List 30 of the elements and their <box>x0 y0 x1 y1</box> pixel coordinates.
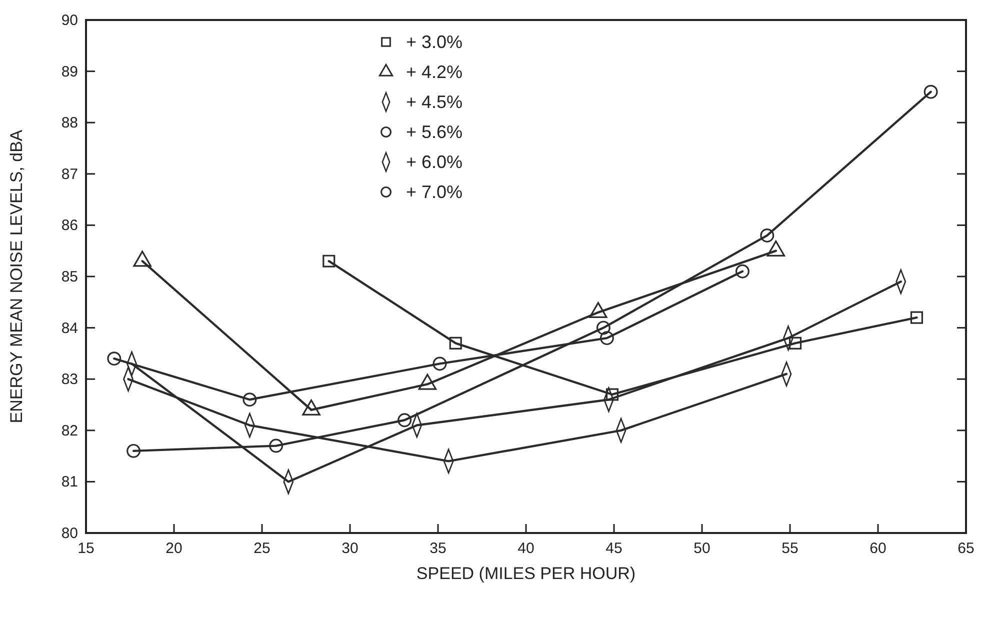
legend-label: + 4.2% <box>406 62 463 82</box>
x-axis-title: SPEED (MILES PER HOUR) <box>416 564 636 583</box>
y-tick-label: 80 <box>61 525 78 542</box>
y-tick-label: 88 <box>61 114 78 132</box>
legend-label: + 4.5% <box>406 92 463 112</box>
y-tick-label: 84 <box>61 320 78 337</box>
x-tick-label: 15 <box>78 540 94 557</box>
x-tick-label: 35 <box>430 540 446 557</box>
x-tick-label: 40 <box>518 540 534 557</box>
x-tick-label: 50 <box>694 540 710 557</box>
y-tick-label: 90 <box>61 12 78 29</box>
x-tick-label: 65 <box>958 540 974 557</box>
x-tick-label: 45 <box>606 540 622 557</box>
legend-label: + 3.0% <box>406 32 463 52</box>
legend-label: + 5.6% <box>406 122 463 142</box>
x-tick-label: 30 <box>342 540 358 557</box>
x-tick-label: 25 <box>254 540 270 557</box>
x-tick-label: 20 <box>166 540 182 557</box>
y-tick-label: 85 <box>61 268 78 286</box>
y-tick-label: 83 <box>61 371 78 388</box>
y-tick-label: 82 <box>61 422 78 440</box>
y-tick-label: 81 <box>61 474 78 491</box>
legend-label: + 7.0% <box>406 182 463 202</box>
x-tick-label: 60 <box>870 540 886 557</box>
x-tick-label: 55 <box>782 540 798 557</box>
y-axis-title: ENERGY MEAN NOISE LEVELS, dBA <box>7 129 26 424</box>
y-tick-label: 86 <box>61 217 78 234</box>
legend-label: + 6.0% <box>406 152 463 172</box>
y-tick-label: 87 <box>61 166 78 183</box>
y-tick-label: 89 <box>61 63 78 80</box>
